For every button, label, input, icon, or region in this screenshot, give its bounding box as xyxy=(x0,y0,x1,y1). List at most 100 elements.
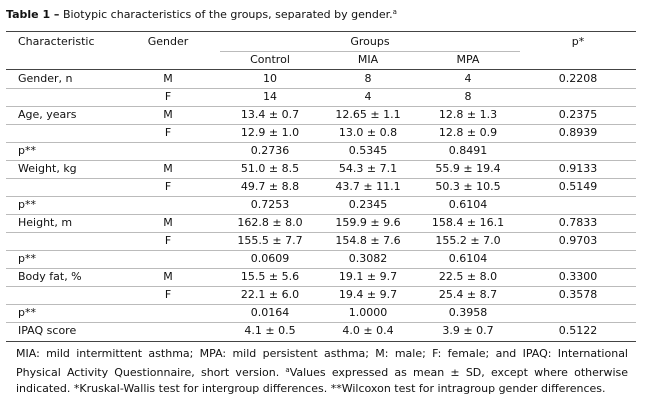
table-cell: 0.2736 xyxy=(250,144,290,157)
table-cell: 4.0 ± 0.4 xyxy=(342,324,394,337)
table-cell: 13.4 ± 0.7 xyxy=(240,108,300,121)
table-cell: 0.3300 xyxy=(558,270,598,283)
header-cell: MPA xyxy=(456,53,480,66)
table-cell: 43.7 ± 11.1 xyxy=(335,180,401,193)
table-cell: M xyxy=(163,72,173,85)
table-cell: 22.5 ± 8.0 xyxy=(438,270,498,283)
table-cell: 0.3578 xyxy=(558,288,598,301)
table-cell: 14 xyxy=(263,90,277,103)
table-cell: 0.6104 xyxy=(448,252,488,265)
rule xyxy=(6,106,636,107)
rule xyxy=(6,178,636,179)
table-cell: M xyxy=(163,162,173,175)
rule xyxy=(6,214,636,215)
footnote-text: MIA: mild intermittent asthma; MPA: mild… xyxy=(16,347,628,379)
table-cell: F xyxy=(164,126,172,139)
table-label: Table 1 – xyxy=(6,8,60,21)
table-cell: 158.4 ± 16.1 xyxy=(431,216,505,229)
table-cell: Height, m xyxy=(18,216,73,229)
table-cell: 0.0609 xyxy=(250,252,290,265)
rule xyxy=(6,124,636,125)
table-cell: 0.2345 xyxy=(348,198,388,211)
table-cell: p** xyxy=(18,306,36,319)
table-cell: 19.1 ± 9.7 xyxy=(338,270,398,283)
table-cell: F xyxy=(164,180,172,193)
table-cell: 0.5149 xyxy=(558,180,598,193)
header-cell: Characteristic xyxy=(18,35,95,48)
table-cell: 155.2 ± 7.0 xyxy=(435,234,501,247)
table-cell: 13.0 ± 0.8 xyxy=(338,126,398,139)
table-cell: 1.0000 xyxy=(348,306,388,319)
table-cell: Gender, n xyxy=(18,72,73,85)
header-cell: Control xyxy=(250,53,290,66)
table-cell: M xyxy=(163,270,173,283)
table-cell: 12.8 ± 0.9 xyxy=(438,126,498,139)
footnote-text: Values expressed as mean ± SD, except wh… xyxy=(16,366,628,395)
rule xyxy=(6,268,636,269)
table-cell: 12.9 ± 1.0 xyxy=(240,126,300,139)
table-cell: 50.3 ± 10.5 xyxy=(435,180,501,193)
table-cell: F xyxy=(164,288,172,301)
footnote-sup: a xyxy=(285,366,290,374)
table-cell: 0.5345 xyxy=(348,144,388,157)
table-cell: 0.7253 xyxy=(250,198,290,211)
rule xyxy=(6,88,636,89)
table-title: Table 1 – Biotypic characteristics of th… xyxy=(6,8,397,21)
table-cell: 25.4 ± 8.7 xyxy=(438,288,498,301)
title-sup: a xyxy=(392,8,397,16)
table-cell: p** xyxy=(18,252,36,265)
table-cell: 159.9 ± 9.6 xyxy=(335,216,401,229)
table-cell: 0.0164 xyxy=(250,306,290,319)
header-cell: Gender xyxy=(147,35,189,48)
table-cell: 12.8 ± 1.3 xyxy=(438,108,498,121)
table-cell: 49.7 ± 8.8 xyxy=(240,180,300,193)
rule xyxy=(6,142,636,143)
rule xyxy=(6,31,636,32)
table-cell: 0.3958 xyxy=(448,306,488,319)
table-cell: 0.3082 xyxy=(348,252,388,265)
table-cell: 10 xyxy=(263,72,277,85)
table-cell: 0.8491 xyxy=(448,144,488,157)
table-cell: 0.2375 xyxy=(558,108,598,121)
table-cell: 0.6104 xyxy=(448,198,488,211)
table-cell: 162.8 ± 8.0 xyxy=(237,216,303,229)
rule xyxy=(6,341,636,342)
table-cell: 15.5 ± 5.6 xyxy=(240,270,300,283)
rule xyxy=(6,232,636,233)
table-cell: Weight, kg xyxy=(18,162,77,175)
table-cell: 0.7833 xyxy=(558,216,598,229)
rule xyxy=(6,250,636,251)
rule xyxy=(220,51,520,52)
table-cell: 3.9 ± 0.7 xyxy=(442,324,494,337)
table-cell: F xyxy=(164,90,172,103)
header-cell: p* xyxy=(571,35,585,48)
table-cell: 0.9703 xyxy=(558,234,598,247)
table-cell: 154.8 ± 7.6 xyxy=(335,234,401,247)
table-cell: 0.8939 xyxy=(558,126,598,139)
table-cell: 4 xyxy=(364,90,372,103)
rule xyxy=(6,286,636,287)
table-cell: 22.1 ± 6.0 xyxy=(240,288,300,301)
table-cell: F xyxy=(164,234,172,247)
table-cell: M xyxy=(163,108,173,121)
table-cell: 12.65 ± 1.1 xyxy=(335,108,401,121)
table-cell: 0.2208 xyxy=(558,72,598,85)
table-cell: 4 xyxy=(464,72,472,85)
table-cell: M xyxy=(163,216,173,229)
table-cell: 8 xyxy=(464,90,472,103)
table-cell: 19.4 ± 9.7 xyxy=(338,288,398,301)
rule xyxy=(6,69,636,70)
table-cell: 55.9 ± 19.4 xyxy=(435,162,501,175)
rule xyxy=(6,304,636,305)
table-cell: 8 xyxy=(364,72,372,85)
rule xyxy=(6,160,636,161)
table-cell: IPAQ score xyxy=(18,324,77,337)
rule xyxy=(6,196,636,197)
rule xyxy=(6,322,636,323)
header-cell: Groups xyxy=(350,35,390,48)
table-cell: p** xyxy=(18,198,36,211)
table-cell: 0.9133 xyxy=(558,162,598,175)
table-cell: 54.3 ± 7.1 xyxy=(338,162,398,175)
